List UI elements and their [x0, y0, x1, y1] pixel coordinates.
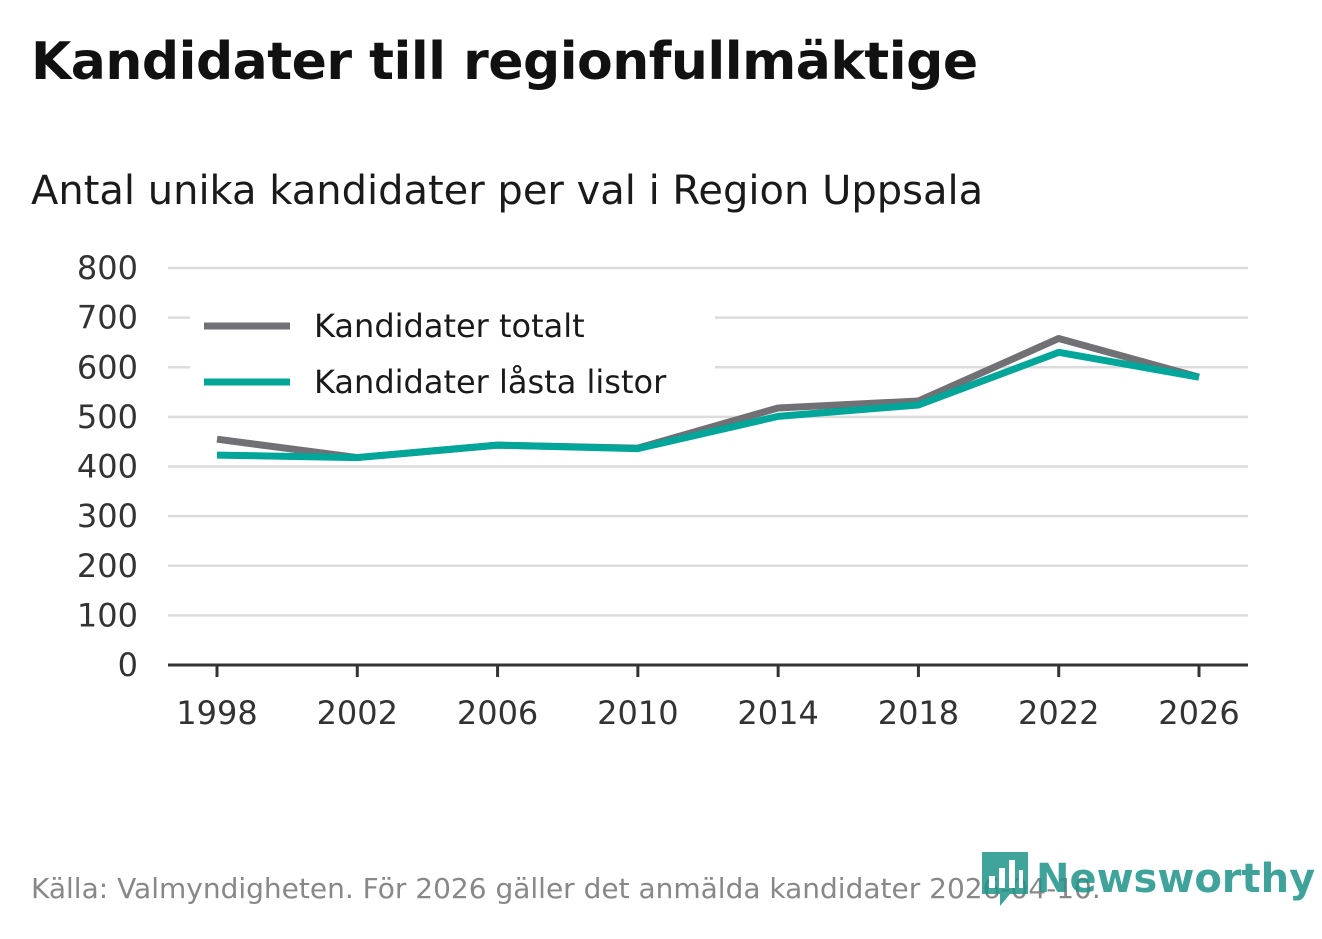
x-tick-label: 2002: [317, 694, 398, 732]
y-tick-label: 200: [77, 547, 138, 585]
y-tick-label: 600: [77, 348, 138, 386]
x-tick-label: 2014: [737, 694, 818, 732]
logo-text: Newsworthy: [1036, 856, 1316, 902]
x-tick-label: 2006: [457, 694, 538, 732]
axes: 0 100 200 300 400 500 600 700 800 1998 2002 2006 201…: [77, 249, 1248, 732]
series-line-kandidater-lasta-listor: [216, 348, 1200, 462]
x-tick-label: 1998: [176, 694, 257, 732]
chart-title: Kandidater till regionfullmäktige: [31, 32, 978, 92]
x-tick-label: 2010: [597, 694, 678, 732]
chart-subtitle: Antal unika kandidater per val i Region …: [31, 168, 984, 214]
newsworthy-logo: Newsworthy: [980, 850, 1315, 908]
source-note: Källa: Valmyndigheten. För 2026 gäller d…: [31, 872, 1101, 905]
y-tick-label: 0: [118, 646, 138, 684]
x-tick-label: 2022: [1018, 694, 1099, 732]
legend-background: [190, 296, 715, 408]
legend-label: Kandidater låsta listor: [314, 363, 667, 401]
legend-label: Kandidater totalt: [314, 307, 585, 345]
y-tick-label: 800: [77, 249, 138, 287]
x-tick-label: 2026: [1158, 694, 1239, 732]
y-tick-label: 400: [77, 448, 138, 486]
y-tick-label: 100: [77, 596, 138, 634]
y-tick-label: 700: [77, 299, 138, 337]
y-tick-label: 300: [77, 497, 138, 535]
y-tick-label: 500: [77, 398, 138, 436]
bar-chart-pin-icon: [982, 852, 1028, 906]
series-lines: [216, 334, 1200, 462]
legend: Kandidater totalt Kandidater låsta listor: [190, 296, 715, 408]
x-tick-label: 2018: [878, 694, 959, 732]
